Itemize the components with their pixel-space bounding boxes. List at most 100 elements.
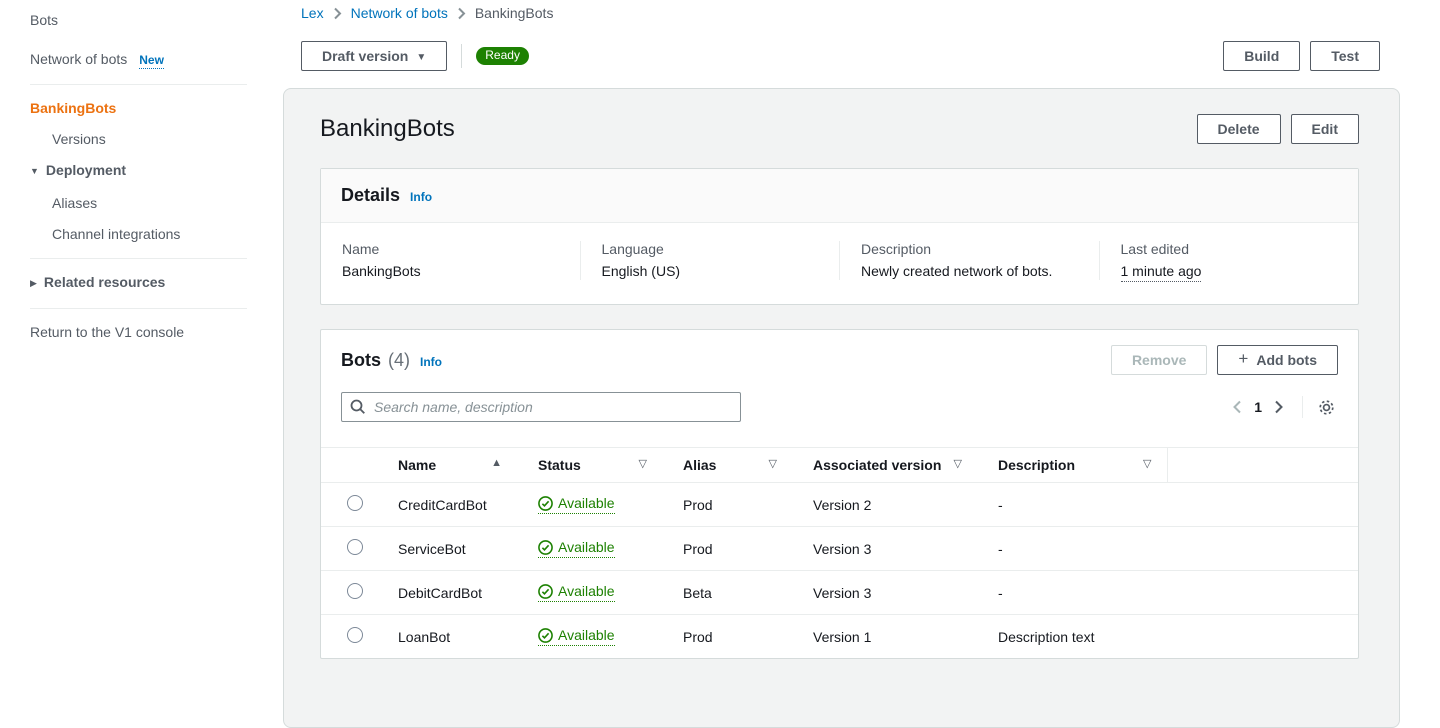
add-bots-label: Add bots [1256,352,1317,368]
sidebar-divider [30,84,247,85]
remove-button[interactable]: Remove [1110,345,1208,375]
caret-down-icon: ▼ [30,166,39,176]
detail-field-last-edited: Last edited 1 minute ago [1098,241,1359,282]
field-label: Description [861,241,932,257]
cell-associated-version: Version 1 [792,614,977,658]
sidebar-item-related-resources[interactable]: ▶ Related resources [30,275,283,292]
plus-icon: + [1238,349,1249,368]
bots-info-link[interactable]: Info [420,354,442,369]
cell-description: - [977,526,1167,571]
main-panel: BankingBots Delete Edit Details Info Nam… [283,88,1400,728]
check-circle-icon [538,495,553,511]
chevron-right-icon [457,7,466,20]
sidebar: Bots Network of bots New BankingBots Vers… [0,13,283,340]
table-header-empty [1166,447,1358,483]
status-available-link[interactable]: Available [538,495,615,514]
search-box [341,392,741,422]
check-circle-icon [538,539,553,555]
table-header-alias[interactable]: Alias ▽ [662,447,792,483]
version-selector-button[interactable]: Draft version ▼ [301,41,448,71]
sidebar-item-channel-integrations[interactable]: Channel integrations [52,226,181,242]
table-header-name[interactable]: Name ▲ [377,447,517,483]
table-settings-button[interactable] [1315,396,1338,419]
cell-associated-version: Version 3 [792,570,977,615]
details-card: Details Info Name BankingBots Language E… [320,168,1359,305]
sidebar-item-label: Network of bots [30,51,128,67]
bots-card: Bots (4) Info Remove + Add bots [320,329,1359,659]
table-header-associated-version[interactable]: Associated version ▽ [792,447,977,483]
sort-icon: ▽ [768,458,777,470]
breadcrumb-link-lex[interactable]: Lex [301,5,324,21]
field-value: Newly created network of bots. [861,263,1053,279]
sidebar-item-network-of-bots[interactable]: Network of bots New [30,51,283,69]
check-circle-icon [538,627,553,643]
bots-table: Name ▲ Status ▽ Alias ▽ Associated versi… [321,447,1358,658]
check-circle-icon [538,583,553,599]
detail-field-language: Language English (US) [579,241,840,280]
sidebar-item-bots[interactable]: Bots [30,12,59,28]
sidebar-item-label: Related resources [43,274,166,290]
cell-name: DebitCardBot [377,570,517,615]
vertical-divider [461,44,463,68]
version-controls: Draft version ▼ Ready [301,41,529,71]
sidebar-item-label: Deployment [45,162,127,178]
sidebar-divider [30,308,247,309]
status-available-link[interactable]: Available [538,627,615,646]
field-label: Last edited [1120,241,1190,257]
page-title: BankingBots [320,115,455,142]
gear-icon [1319,399,1334,415]
breadcrumb-link-network-of-bots[interactable]: Network of bots [350,5,448,21]
table-header-row: Name ▲ Status ▽ Alias ▽ Associated versi… [321,447,1358,483]
row-select-radio[interactable] [347,627,363,643]
new-badge: New [139,53,164,69]
sidebar-item-return-v1-console[interactable]: Return to the V1 console [30,324,185,340]
field-label: Language [601,241,664,257]
status-available-link[interactable]: Available [538,539,615,558]
edit-button[interactable]: Edit [1290,114,1359,144]
test-button[interactable]: Test [1310,41,1380,71]
details-info-link[interactable]: Info [410,190,433,204]
current-page-number[interactable]: 1 [1254,399,1262,415]
row-select-radio[interactable] [347,583,363,599]
table-header-selection [321,447,377,483]
sidebar-item-versions[interactable]: Versions [52,131,106,147]
caret-down-icon: ▼ [416,51,427,63]
status-badge: Ready [476,47,529,65]
sidebar-item-deployment[interactable]: ▼ Deployment [30,163,283,180]
cell-name: CreditCardBot [398,496,487,513]
cell-name: ServiceBot [377,526,517,571]
previous-page-button[interactable] [1226,398,1248,416]
field-value: English (US) [601,263,681,279]
search-icon [350,399,366,418]
last-edited-tooltip-trigger[interactable]: 1 minute ago [1120,263,1202,282]
field-value: BankingBots [342,263,421,279]
cell-description: - [977,570,1167,615]
add-bots-button[interactable]: + Add bots [1217,345,1338,375]
build-button[interactable]: Build [1223,41,1301,71]
chevron-left-icon [1233,400,1241,414]
field-label: Name [342,241,380,257]
sidebar-item-aliases[interactable]: Aliases [52,195,98,211]
detail-field-name: Name BankingBots [321,241,580,280]
table-header-description[interactable]: Description ▽ [977,447,1167,483]
table-row: CreditCardBot Available Prod Version 2 - [321,483,1358,527]
pagination: 1 [1226,396,1338,419]
delete-button[interactable]: Delete [1196,114,1281,144]
table-row: DebitCardBot Available Beta Version 3 - [321,570,1358,615]
details-title: Details [341,185,401,205]
caret-right-icon: ▶ [30,278,37,288]
cell-alias: Prod [662,614,792,658]
sort-ascending-icon: ▲ [491,457,502,469]
row-select-radio[interactable] [347,539,363,555]
status-available-link[interactable]: Available [538,583,615,602]
cell-associated-version: Version 3 [792,526,977,571]
cell-description: Description text [977,614,1167,658]
next-page-button[interactable] [1268,398,1290,416]
top-actions: Build Test [1223,41,1380,71]
search-input[interactable] [341,392,741,422]
sidebar-item-bankingbots[interactable]: BankingBots [30,100,117,116]
vertical-divider [1302,396,1303,418]
row-select-radio[interactable] [347,495,363,511]
cell-alias: Prod [683,496,713,513]
table-header-status[interactable]: Status ▽ [517,447,662,483]
